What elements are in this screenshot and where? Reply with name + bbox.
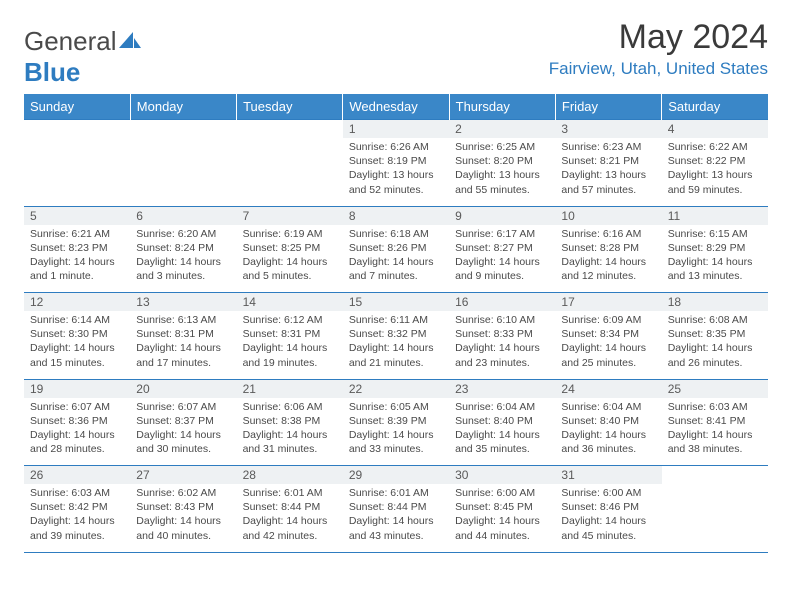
- week-content-row: Sunrise: 6:07 AM Sunset: 8:36 PM Dayligh…: [24, 398, 768, 466]
- day-cell: Sunrise: 6:26 AM Sunset: 8:19 PM Dayligh…: [343, 138, 449, 206]
- day-number: 28: [237, 466, 343, 485]
- day-number: [662, 466, 768, 485]
- calendar-body: 1234Sunrise: 6:26 AM Sunset: 8:19 PM Day…: [24, 120, 768, 553]
- day-number: 21: [237, 379, 343, 398]
- logo-general: General: [24, 26, 117, 56]
- day-cell: Sunrise: 6:00 AM Sunset: 8:46 PM Dayligh…: [555, 484, 661, 552]
- day-cell: Sunrise: 6:15 AM Sunset: 8:29 PM Dayligh…: [662, 225, 768, 293]
- week-num-row: 19202122232425: [24, 379, 768, 398]
- week-content-row: Sunrise: 6:26 AM Sunset: 8:19 PM Dayligh…: [24, 138, 768, 206]
- day-cell: [237, 138, 343, 206]
- day-cell: Sunrise: 6:07 AM Sunset: 8:36 PM Dayligh…: [24, 398, 130, 466]
- day-cell: Sunrise: 6:09 AM Sunset: 8:34 PM Dayligh…: [555, 311, 661, 379]
- day-number: 13: [130, 293, 236, 312]
- day-number: 3: [555, 120, 661, 139]
- day-cell: Sunrise: 6:18 AM Sunset: 8:26 PM Dayligh…: [343, 225, 449, 293]
- day-cell: Sunrise: 6:07 AM Sunset: 8:37 PM Dayligh…: [130, 398, 236, 466]
- day-number: 7: [237, 206, 343, 225]
- calendar-table: Sunday Monday Tuesday Wednesday Thursday…: [24, 94, 768, 553]
- day-number: 30: [449, 466, 555, 485]
- day-cell: Sunrise: 6:04 AM Sunset: 8:40 PM Dayligh…: [449, 398, 555, 466]
- day-number: 4: [662, 120, 768, 139]
- day-cell: Sunrise: 6:01 AM Sunset: 8:44 PM Dayligh…: [237, 484, 343, 552]
- col-monday: Monday: [130, 94, 236, 120]
- col-wednesday: Wednesday: [343, 94, 449, 120]
- logo-sail-icon: [119, 32, 141, 50]
- logo: GeneralBlue: [24, 18, 141, 88]
- day-cell: Sunrise: 6:13 AM Sunset: 8:31 PM Dayligh…: [130, 311, 236, 379]
- day-number: 10: [555, 206, 661, 225]
- day-cell: Sunrise: 6:25 AM Sunset: 8:20 PM Dayligh…: [449, 138, 555, 206]
- month-title: May 2024: [549, 18, 768, 57]
- day-cell: [662, 484, 768, 552]
- day-cell: Sunrise: 6:14 AM Sunset: 8:30 PM Dayligh…: [24, 311, 130, 379]
- day-cell: Sunrise: 6:16 AM Sunset: 8:28 PM Dayligh…: [555, 225, 661, 293]
- day-cell: Sunrise: 6:00 AM Sunset: 8:45 PM Dayligh…: [449, 484, 555, 552]
- day-cell: [24, 138, 130, 206]
- day-number: 2: [449, 120, 555, 139]
- col-saturday: Saturday: [662, 94, 768, 120]
- day-number: 18: [662, 293, 768, 312]
- week-num-row: 262728293031: [24, 466, 768, 485]
- day-cell: Sunrise: 6:05 AM Sunset: 8:39 PM Dayligh…: [343, 398, 449, 466]
- day-number: 27: [130, 466, 236, 485]
- day-cell: Sunrise: 6:10 AM Sunset: 8:33 PM Dayligh…: [449, 311, 555, 379]
- day-number: 31: [555, 466, 661, 485]
- day-number: 9: [449, 206, 555, 225]
- day-number: [237, 120, 343, 139]
- day-number: 19: [24, 379, 130, 398]
- col-tuesday: Tuesday: [237, 94, 343, 120]
- day-cell: [130, 138, 236, 206]
- logo-text: GeneralBlue: [24, 26, 141, 88]
- day-number: 1: [343, 120, 449, 139]
- day-number: [130, 120, 236, 139]
- day-number: 16: [449, 293, 555, 312]
- week-num-row: 1234: [24, 120, 768, 139]
- day-cell: Sunrise: 6:22 AM Sunset: 8:22 PM Dayligh…: [662, 138, 768, 206]
- day-number: 22: [343, 379, 449, 398]
- day-number: 8: [343, 206, 449, 225]
- day-cell: Sunrise: 6:02 AM Sunset: 8:43 PM Dayligh…: [130, 484, 236, 552]
- day-number: 12: [24, 293, 130, 312]
- day-number: 20: [130, 379, 236, 398]
- title-block: May 2024 Fairview, Utah, United States: [549, 18, 768, 79]
- day-number: 24: [555, 379, 661, 398]
- day-number: 23: [449, 379, 555, 398]
- header: GeneralBlue May 2024 Fairview, Utah, Uni…: [24, 18, 768, 88]
- day-cell: Sunrise: 6:17 AM Sunset: 8:27 PM Dayligh…: [449, 225, 555, 293]
- day-cell: Sunrise: 6:03 AM Sunset: 8:41 PM Dayligh…: [662, 398, 768, 466]
- week-num-row: 12131415161718: [24, 293, 768, 312]
- day-header-row: Sunday Monday Tuesday Wednesday Thursday…: [24, 94, 768, 120]
- day-cell: Sunrise: 6:19 AM Sunset: 8:25 PM Dayligh…: [237, 225, 343, 293]
- day-number: 29: [343, 466, 449, 485]
- col-friday: Friday: [555, 94, 661, 120]
- day-cell: Sunrise: 6:20 AM Sunset: 8:24 PM Dayligh…: [130, 225, 236, 293]
- day-number: [24, 120, 130, 139]
- day-number: 26: [24, 466, 130, 485]
- day-number: 17: [555, 293, 661, 312]
- week-num-row: 567891011: [24, 206, 768, 225]
- day-number: 11: [662, 206, 768, 225]
- day-cell: Sunrise: 6:03 AM Sunset: 8:42 PM Dayligh…: [24, 484, 130, 552]
- day-number: 5: [24, 206, 130, 225]
- day-cell: Sunrise: 6:06 AM Sunset: 8:38 PM Dayligh…: [237, 398, 343, 466]
- day-number: 14: [237, 293, 343, 312]
- day-cell: Sunrise: 6:08 AM Sunset: 8:35 PM Dayligh…: [662, 311, 768, 379]
- logo-blue: Blue: [24, 57, 80, 87]
- week-content-row: Sunrise: 6:03 AM Sunset: 8:42 PM Dayligh…: [24, 484, 768, 552]
- day-cell: Sunrise: 6:23 AM Sunset: 8:21 PM Dayligh…: [555, 138, 661, 206]
- day-number: 15: [343, 293, 449, 312]
- week-content-row: Sunrise: 6:21 AM Sunset: 8:23 PM Dayligh…: [24, 225, 768, 293]
- day-cell: Sunrise: 6:04 AM Sunset: 8:40 PM Dayligh…: [555, 398, 661, 466]
- day-cell: Sunrise: 6:21 AM Sunset: 8:23 PM Dayligh…: [24, 225, 130, 293]
- day-cell: Sunrise: 6:12 AM Sunset: 8:31 PM Dayligh…: [237, 311, 343, 379]
- day-number: 6: [130, 206, 236, 225]
- day-cell: Sunrise: 6:01 AM Sunset: 8:44 PM Dayligh…: [343, 484, 449, 552]
- col-thursday: Thursday: [449, 94, 555, 120]
- location: Fairview, Utah, United States: [549, 59, 768, 79]
- col-sunday: Sunday: [24, 94, 130, 120]
- week-content-row: Sunrise: 6:14 AM Sunset: 8:30 PM Dayligh…: [24, 311, 768, 379]
- day-cell: Sunrise: 6:11 AM Sunset: 8:32 PM Dayligh…: [343, 311, 449, 379]
- day-number: 25: [662, 379, 768, 398]
